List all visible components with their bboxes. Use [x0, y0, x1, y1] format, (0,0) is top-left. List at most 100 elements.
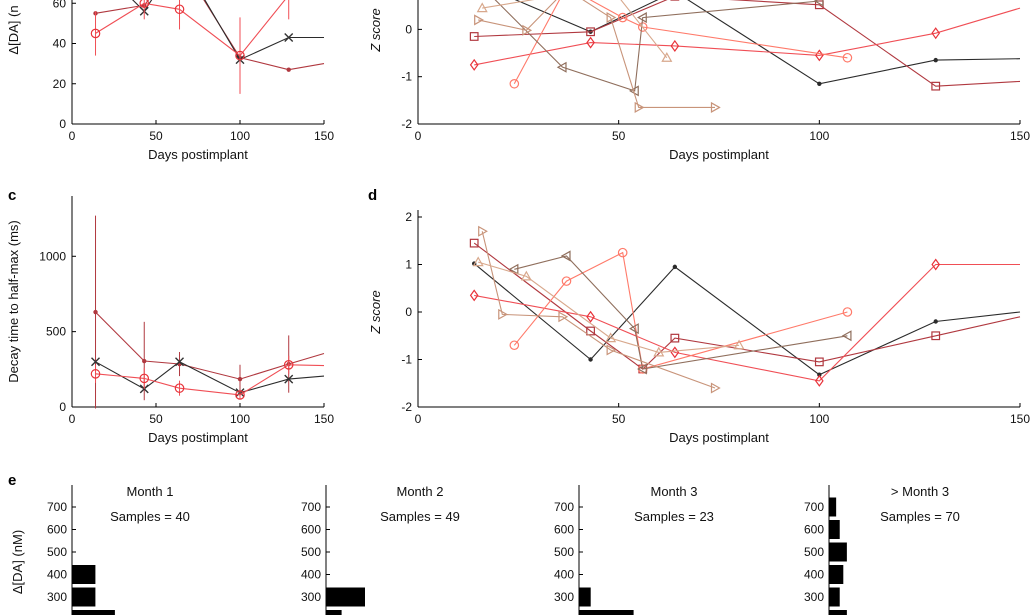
x-tick-label-d: 0	[415, 412, 422, 426]
data-point-b-6	[476, 2, 488, 13]
hist-tick-label-e2: 700	[301, 500, 321, 514]
series-line-b-4	[494, 0, 820, 92]
data-point-b-3	[617, 12, 628, 23]
data-point-b-2	[469, 58, 479, 71]
data-point-b-4	[556, 61, 567, 73]
panel-label-c: c	[8, 187, 16, 204]
series-line-b-5	[478, 0, 715, 108]
data-point-c-2	[283, 359, 294, 370]
hist-bar-e4	[829, 587, 840, 607]
series-line-b-0	[514, 0, 1021, 85]
y-axis-label-c: Decay time to half-max (ms)	[6, 220, 21, 383]
y-tick-label-c: 1000	[39, 249, 66, 263]
hist-bar-e1	[72, 565, 96, 584]
data-point-c-2	[139, 373, 150, 384]
data-point-d-1	[586, 326, 595, 336]
hist-tick-label-e3: 500	[554, 545, 574, 559]
data-point-b-1	[931, 81, 941, 91]
data-point-d-5	[710, 382, 721, 394]
data-point-b-5	[606, 12, 617, 24]
hist-bar-e4	[829, 542, 847, 562]
series-line-b-6	[482, 0, 668, 59]
series-line-b-2	[474, 7, 1021, 66]
x-tick-label-a: 150	[314, 129, 334, 143]
hist-bar-e2	[326, 587, 365, 607]
data-point-d-0	[588, 357, 593, 362]
data-point-b-4	[813, 0, 824, 7]
x-tick-label-d: 50	[612, 412, 626, 426]
data-point-b-3	[509, 78, 520, 89]
panel-label-d: d	[368, 187, 377, 204]
x-tick-label-a: 100	[230, 129, 250, 143]
hist-tick-label-e4: 300	[804, 590, 824, 604]
data-point-d-0	[672, 264, 678, 270]
x-tick-label-c: 0	[69, 412, 76, 426]
series-line-d-1	[473, 242, 1021, 370]
data-point-c-1	[175, 357, 185, 367]
data-point-d-2	[931, 258, 941, 271]
data-point-c-2	[174, 383, 185, 393]
data-point-d-1	[814, 357, 824, 367]
x-tick-label-b: 100	[809, 129, 829, 143]
y-axis-label-d: Z score	[368, 290, 383, 334]
data-point-b-0	[817, 81, 822, 86]
series-line-b-1	[474, 0, 1021, 87]
hist-tick-label-e3: 300	[554, 590, 574, 604]
series-line-c-0	[95, 311, 325, 380]
y-tick-label-a: 20	[53, 77, 67, 91]
data-point-c-2	[235, 390, 245, 400]
y-tick-label-a: 40	[53, 37, 67, 51]
data-point-c-2	[90, 369, 101, 379]
series-line-d-3	[513, 251, 848, 370]
hist-tick-label-e3: 400	[554, 568, 574, 582]
data-point-c-1	[91, 357, 101, 367]
y-tick-label-c: 0	[59, 400, 66, 414]
data-point-d-1	[469, 238, 479, 248]
data-point-d-1	[670, 333, 680, 343]
data-point-b-1	[469, 32, 479, 41]
data-point-a-0	[286, 67, 291, 72]
x-tick-label-b: 150	[1010, 129, 1030, 143]
data-point-d-2	[814, 374, 824, 387]
x-tick-label-b: 0	[415, 129, 422, 143]
data-point-a-2	[139, 0, 150, 9]
x-tick-label-c: 50	[149, 412, 163, 426]
data-point-d-0	[817, 372, 822, 377]
hist-tick-label-e2: 600	[301, 523, 321, 537]
data-point-d-6	[733, 339, 745, 350]
hist-bar-e1	[72, 610, 115, 615]
y-tick-label-d: -1	[401, 353, 412, 367]
hist-tick-label-e1: 600	[47, 523, 67, 537]
series-line-d-0	[473, 263, 1021, 376]
y-tick-label-b: -2	[401, 117, 412, 131]
hist-tick-label-e3: 600	[554, 523, 574, 537]
x-tick-label-c: 100	[230, 412, 250, 426]
data-point-a-2	[90, 28, 101, 39]
data-point-d-3	[617, 247, 628, 258]
data-point-b-2	[586, 36, 595, 49]
hist-bar-e3	[579, 587, 591, 607]
data-point-b-3	[637, 22, 648, 32]
series-line-d-6	[478, 261, 740, 353]
y-tick-label-d: -2	[401, 400, 412, 414]
series-line-b-3	[513, 0, 848, 85]
hist-samples-e1: Samples = 40	[110, 509, 190, 524]
y-tick-label-d: 2	[405, 210, 412, 224]
hist-title-e1: Month 1	[127, 484, 174, 499]
hist-tick-label-e2: 400	[301, 568, 321, 582]
data-point-d-3	[561, 276, 572, 286]
data-point-d-4	[637, 363, 647, 375]
x-tick-label-a: 0	[69, 129, 76, 143]
y-tick-label-d: 0	[405, 305, 412, 319]
data-point-b-0	[933, 57, 938, 63]
hist-bar-e4	[829, 610, 847, 615]
data-point-b-2	[931, 27, 941, 40]
hist-tick-label-e1: 700	[47, 500, 67, 514]
data-point-d-5	[478, 225, 488, 237]
data-point-d-3	[842, 307, 853, 317]
data-point-d-6	[653, 346, 665, 357]
hist-tick-label-e4: 400	[804, 568, 824, 582]
series-line-d-4	[514, 255, 848, 370]
hist-tick-label-e2: 300	[301, 590, 321, 604]
